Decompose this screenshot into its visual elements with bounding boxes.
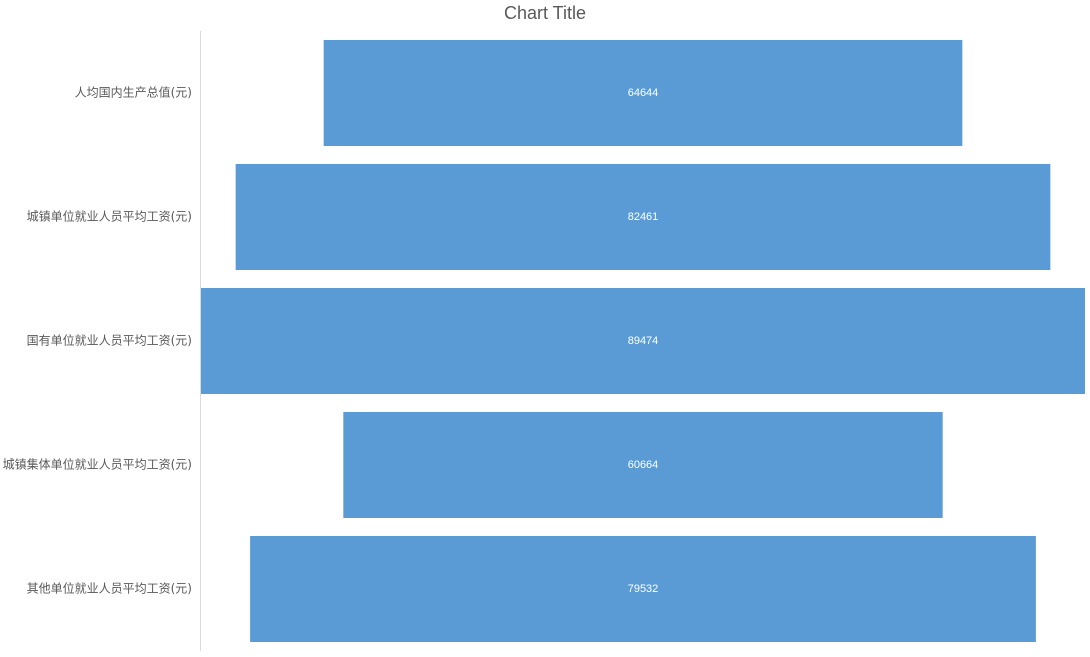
bar-5 [250,535,1036,643]
category-label-4: 城镇集体单位就业人员平均工资(元) [3,457,192,472]
bar-3 [201,287,1085,395]
bar-1 [323,39,963,147]
chart-title: Chart Title [503,3,587,23]
category-label-5: 其他单位就业人员平均工资(元) [27,581,192,596]
data-label-5: 79532 [628,583,659,595]
bars-layer [201,39,1085,643]
data-label-2: 82461 [628,211,659,223]
bar-4 [343,411,943,519]
bar-2 [235,163,1051,271]
category-label-3: 国有单位就业人员平均工资(元) [27,333,192,348]
data-label-1: 64644 [628,87,659,99]
category-labels: 人均国内生产总值(元) 城镇单位就业人员平均工资(元) 国有单位就业人员平均工资(元… [3,85,192,596]
data-label-3: 89474 [628,335,659,347]
data-labels: 64644 82461 89474 60664 79532 [628,87,659,595]
category-label-1: 人均国内生产总值(元) [75,85,192,100]
data-label-4: 60664 [628,459,659,471]
category-label-2: 城镇单位就业人员平均工资(元) [27,209,192,224]
